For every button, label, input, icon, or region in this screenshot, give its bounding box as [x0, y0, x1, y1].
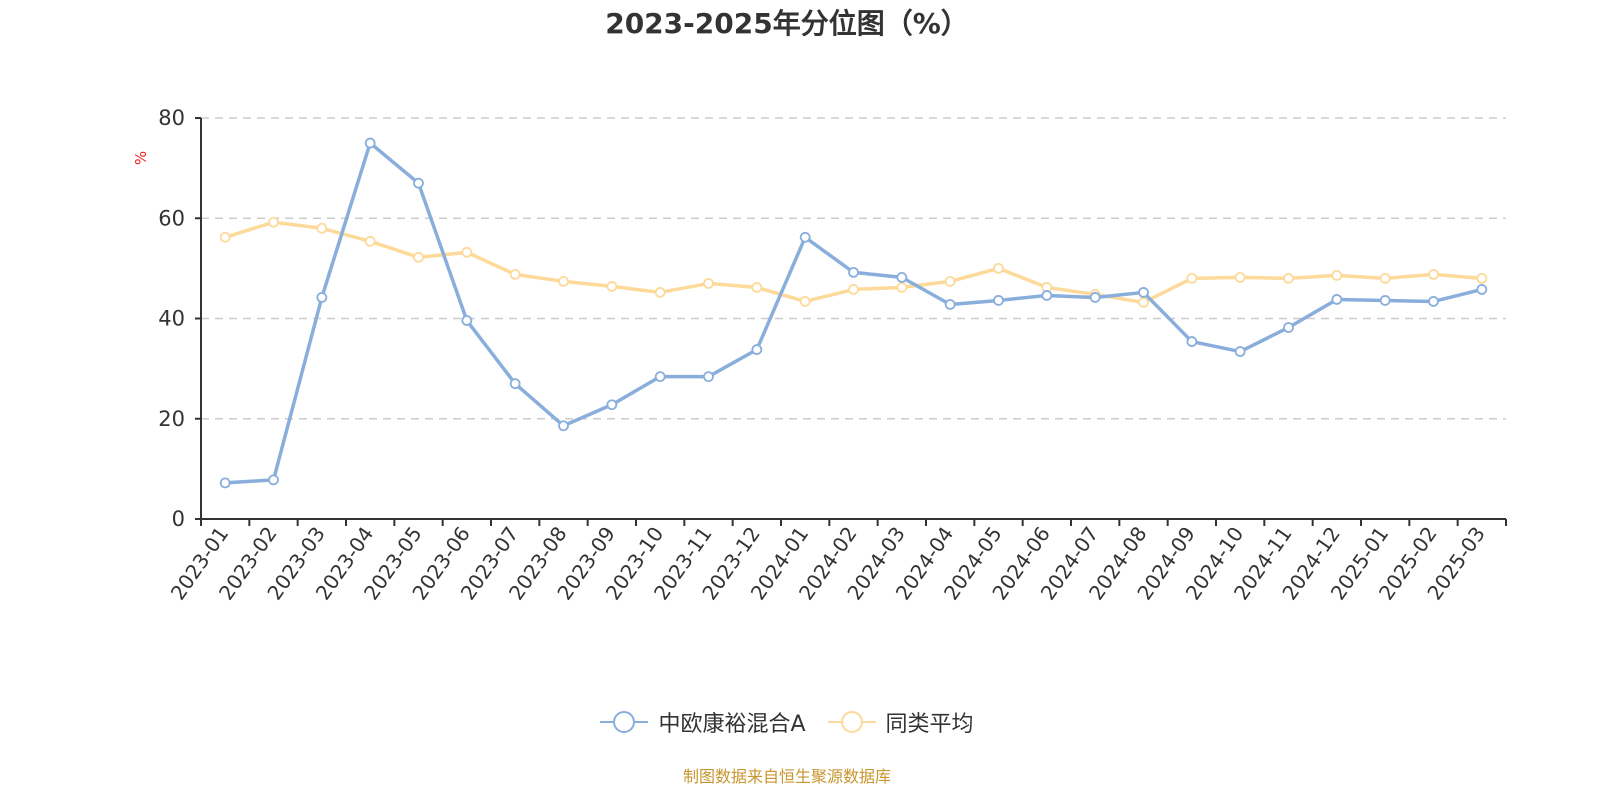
chart-title: 2023-2025年分位图（%） [605, 7, 969, 40]
data-point[interactable] [219, 231, 231, 243]
data-point[interactable] [606, 281, 618, 292]
y-axis: 0 20 40 60 80 [158, 106, 202, 531]
legend-item-fund[interactable]: 中欧康裕混合A [600, 706, 806, 738]
data-point[interactable] [316, 222, 328, 234]
data-point[interactable] [751, 344, 763, 355]
data-point[interactable] [1041, 290, 1053, 301]
data-point[interactable] [944, 299, 956, 310]
data-point[interactable] [848, 284, 859, 295]
y-tick-label: 0 [172, 507, 185, 531]
series-lines [219, 137, 1488, 489]
data-point[interactable] [364, 235, 376, 247]
data-point[interactable] [1428, 268, 1439, 280]
y-tick-label: 40 [158, 307, 185, 331]
legend-item-peer-average[interactable]: 同类平均 [827, 706, 974, 738]
data-point[interactable] [703, 278, 714, 289]
data-point[interactable] [1283, 272, 1294, 284]
legend-line-circle-icon [600, 711, 649, 733]
data-point[interactable] [944, 276, 956, 287]
y-tick-label: 20 [158, 407, 185, 431]
data-point[interactable] [461, 315, 473, 326]
y-tick-label: 80 [158, 106, 185, 130]
data-point[interactable] [1331, 269, 1343, 281]
data-point[interactable] [1476, 284, 1488, 295]
data-point[interactable] [896, 282, 908, 293]
data-point[interactable] [799, 231, 811, 243]
series-1 [219, 216, 1488, 308]
data-point[interactable] [848, 266, 859, 278]
data-point[interactable] [316, 292, 328, 303]
legend-label-peer-average: 同类平均 [885, 712, 974, 737]
data-point[interactable] [413, 177, 424, 189]
legend-label-fund: 中欧康裕混合A [658, 712, 806, 737]
data-point[interactable] [993, 295, 1004, 306]
data-point[interactable] [509, 378, 521, 390]
legend-line-circle-icon [827, 711, 876, 733]
data-point[interactable] [1138, 297, 1149, 308]
data-point[interactable] [1428, 296, 1439, 307]
data-point[interactable] [1186, 336, 1198, 347]
data-point[interactable] [1283, 322, 1294, 333]
y-unit-label: % [132, 151, 150, 165]
data-point[interactable] [654, 371, 666, 383]
data-point[interactable] [751, 282, 763, 293]
data-point[interactable] [1234, 271, 1246, 283]
x-axis: 2023-012023-022023-032023-042023-052023-… [166, 518, 1507, 604]
data-point[interactable] [364, 137, 376, 149]
data-point[interactable] [1331, 294, 1343, 305]
data-point[interactable] [654, 287, 666, 298]
data-point[interactable] [1476, 272, 1488, 284]
data-point[interactable] [219, 477, 231, 489]
data-point[interactable] [461, 246, 473, 258]
data-point[interactable] [1379, 295, 1391, 306]
data-point[interactable] [268, 474, 279, 486]
data-point[interactable] [509, 268, 521, 280]
data-point[interactable] [896, 271, 908, 283]
grid-lines [201, 117, 1506, 420]
line-chart: 0 20 40 60 80 % 2023-012023-022023-032023-04… [132, 106, 1507, 604]
data-point[interactable] [413, 251, 424, 263]
data-point[interactable] [993, 262, 1004, 274]
data-point[interactable] [1186, 272, 1198, 284]
data-point[interactable] [799, 296, 811, 307]
data-point[interactable] [1138, 287, 1149, 298]
data-point[interactable] [703, 371, 714, 383]
legend: 中欧康裕混合A 同类平均 [0, 706, 1574, 738]
data-point[interactable] [268, 216, 279, 228]
data-point[interactable] [606, 399, 618, 411]
data-point[interactable] [1234, 346, 1246, 357]
data-source-note: 制图数据来自恒生聚源数据库 [682, 767, 891, 786]
data-point[interactable] [558, 276, 569, 287]
series-0 [219, 137, 1488, 489]
data-point[interactable] [558, 420, 569, 432]
data-point[interactable] [1379, 272, 1391, 284]
data-point[interactable] [1089, 292, 1101, 303]
y-tick-label: 60 [158, 206, 185, 230]
